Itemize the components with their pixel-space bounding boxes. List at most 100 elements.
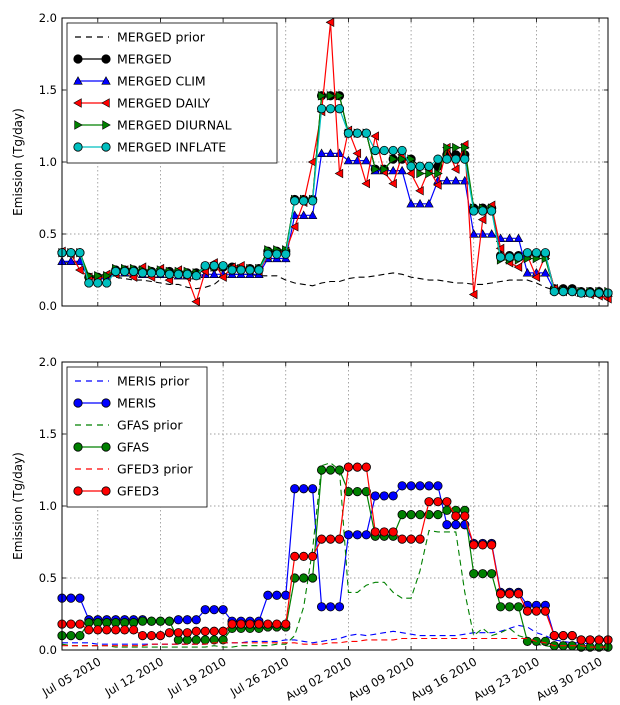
data-point [290, 484, 300, 494]
data-point [103, 271, 112, 281]
legend-label: MERIS prior [117, 374, 190, 389]
data-point [407, 154, 416, 164]
data-point [325, 17, 335, 28]
data-point [155, 616, 166, 626]
data-point [254, 619, 264, 629]
data-point [477, 214, 487, 225]
legend-marker [73, 142, 83, 152]
data-point [486, 229, 497, 238]
data-point [522, 636, 533, 646]
data-point [442, 497, 452, 507]
data-point [334, 168, 344, 179]
data-point [451, 511, 461, 521]
y-tick-label: 0.0 [39, 299, 57, 313]
data-point [388, 145, 398, 156]
data-point [352, 148, 362, 159]
y-tick-label: 1.5 [39, 427, 57, 441]
data-point [155, 268, 166, 278]
data-point [164, 269, 175, 279]
data-point [218, 261, 228, 271]
data-point [75, 248, 85, 258]
data-point [334, 465, 345, 475]
data-point [335, 91, 345, 101]
x-tick-label: Jul 26 2010 [227, 654, 291, 699]
data-point [434, 168, 443, 179]
data-point [334, 534, 345, 544]
data-point [308, 196, 318, 206]
data-point [75, 593, 85, 603]
bottom-panel: 0.0 0.5 1.0 1.5 2.0 Emission (Tg/day) Jul 05 2… [11, 355, 613, 703]
data-point [594, 635, 604, 645]
data-point [66, 593, 76, 603]
data-point [325, 602, 336, 612]
data-point [388, 178, 397, 189]
data-point [451, 164, 460, 174]
series-gfas [57, 465, 613, 652]
x-tick-label: Aug 09 2010 [346, 654, 417, 703]
data-point [263, 249, 273, 259]
data-point [361, 462, 371, 472]
y-tick-label: 0.0 [39, 643, 57, 657]
legend-label: GFED3 [117, 484, 159, 499]
x-tick-label: Aug 16 2010 [408, 654, 479, 703]
data-point [209, 626, 219, 636]
data-point [316, 465, 327, 475]
data-point [415, 198, 425, 208]
data-point [111, 625, 121, 635]
data-point [325, 465, 336, 475]
data-point [75, 630, 85, 641]
data-point [361, 530, 371, 540]
data-point [308, 484, 318, 494]
data-point [254, 265, 264, 275]
data-point [513, 602, 524, 612]
data-point [513, 233, 524, 242]
legend-marker [101, 398, 111, 408]
data-point [433, 154, 443, 164]
data-point [316, 602, 327, 612]
legend-marker [101, 142, 111, 152]
data-point [406, 168, 415, 179]
data-point [469, 229, 479, 238]
data-point [495, 252, 506, 262]
data-point [397, 145, 407, 156]
data-point [495, 589, 506, 599]
y-tick-label: 1.5 [39, 83, 57, 97]
data-point [415, 481, 425, 491]
data-point [370, 527, 380, 537]
data-point [370, 145, 380, 156]
data-point [540, 248, 550, 258]
top-panel: 0.0 0.5 1.0 1.5 2.0 Emission (Tg/day) MERGED p… [11, 11, 613, 313]
data-point [433, 497, 443, 507]
x-tick-label: Aug 30 2010 [534, 654, 605, 703]
data-point [120, 625, 130, 635]
data-point [433, 510, 443, 520]
data-point [468, 289, 478, 300]
legend-entry: GFAS prior [75, 418, 183, 433]
data-point [585, 635, 595, 645]
data-point [513, 252, 524, 262]
series-merged-inflate [57, 104, 613, 298]
data-point [84, 278, 94, 288]
data-point [200, 605, 210, 615]
data-point [200, 626, 210, 636]
data-point [272, 249, 282, 259]
data-point [442, 175, 452, 185]
data-point [343, 530, 354, 540]
data-point [326, 91, 336, 101]
data-point [316, 148, 327, 158]
legend-marker [74, 120, 83, 130]
series-merged-prior [62, 262, 609, 297]
data-point [343, 155, 354, 165]
legend-marker [102, 120, 111, 130]
data-point [343, 486, 354, 497]
data-point [120, 266, 130, 277]
data-point [200, 261, 210, 271]
data-point [299, 551, 309, 562]
legend-marker [101, 442, 111, 452]
data-point [209, 269, 219, 278]
data-point [478, 569, 488, 579]
data-point [164, 628, 175, 638]
x-tick-label: Aug 02 2010 [283, 654, 354, 703]
data-point [451, 175, 461, 185]
legend-box [66, 366, 208, 508]
